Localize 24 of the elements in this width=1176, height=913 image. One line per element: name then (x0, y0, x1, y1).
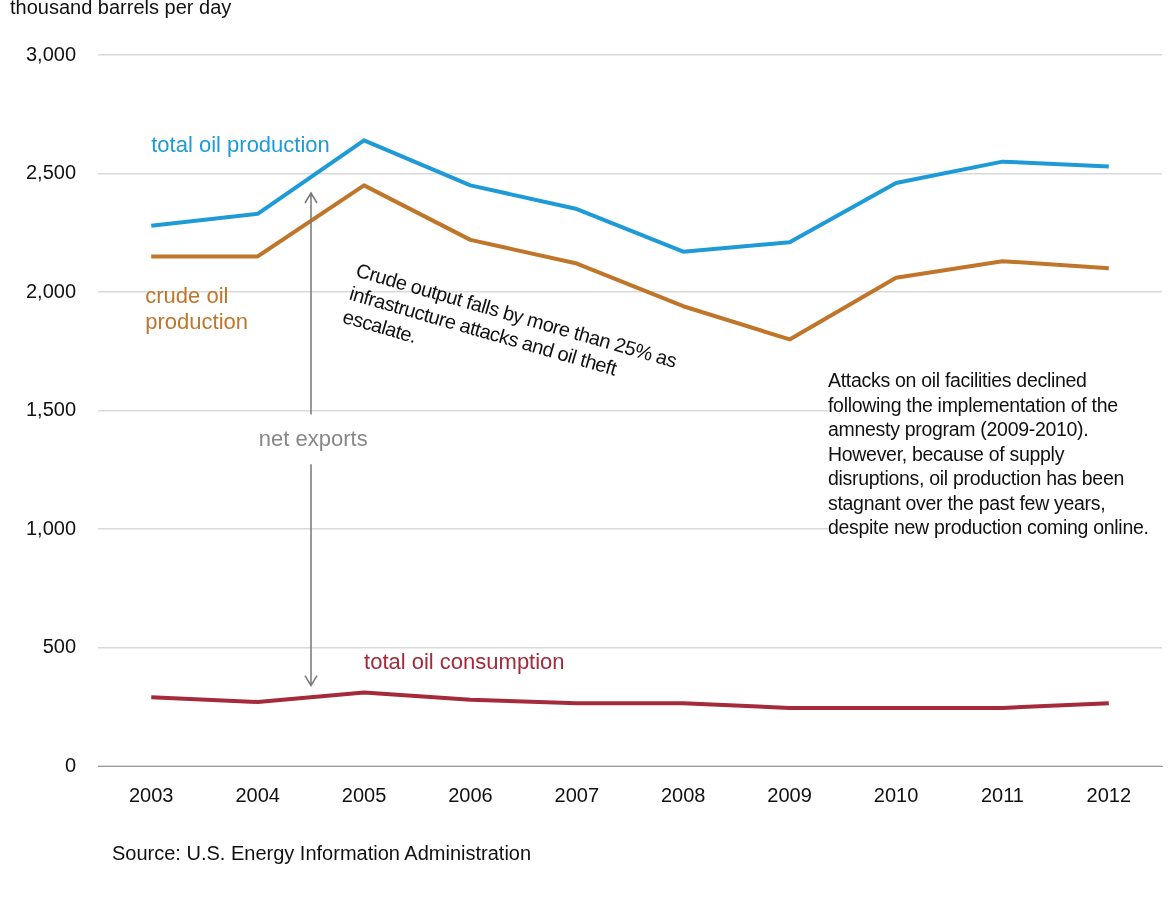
y-axis-title: thousand barrels per day (10, 0, 232, 19)
x-tick-label: 2003 (129, 783, 174, 806)
y-tick-label: 500 (42, 635, 77, 658)
y-tick-label: 1,500 (25, 398, 77, 421)
x-tick-label: 2007 (554, 783, 600, 806)
series-label: crude oil production (145, 282, 248, 334)
y-tick-label: 0 (64, 753, 77, 776)
x-tick-label: 2004 (235, 783, 280, 806)
x-tick-label: 2008 (660, 783, 706, 806)
x-tick-label: 2012 (1086, 783, 1132, 806)
series-label: total oil production (151, 131, 330, 157)
x-tick-label: 2010 (873, 783, 919, 806)
series-label: total oil consumption (364, 648, 565, 674)
x-tick-label: 2011 (980, 783, 1024, 806)
y-tick-label: 1,000 (25, 516, 77, 539)
x-tick-label: 2009 (767, 783, 812, 806)
annotation: Attacks on oil facilities declined following the implementation of the amnesty program (2009-2010). However, because of supply disruptions, oil production has been stagnant over the past few years, despite new production coming online. (828, 368, 1163, 540)
source-note: Source: U.S. Energy Information Administration (112, 841, 532, 865)
x-tick-label: 2006 (448, 783, 493, 806)
x-tick-label: 2005 (341, 783, 387, 806)
annotation: net exports (258, 425, 368, 453)
y-tick-label: 2,000 (25, 279, 77, 302)
y-tick-label: 3,000 (25, 42, 77, 65)
y-tick-label: 2,500 (25, 161, 77, 184)
